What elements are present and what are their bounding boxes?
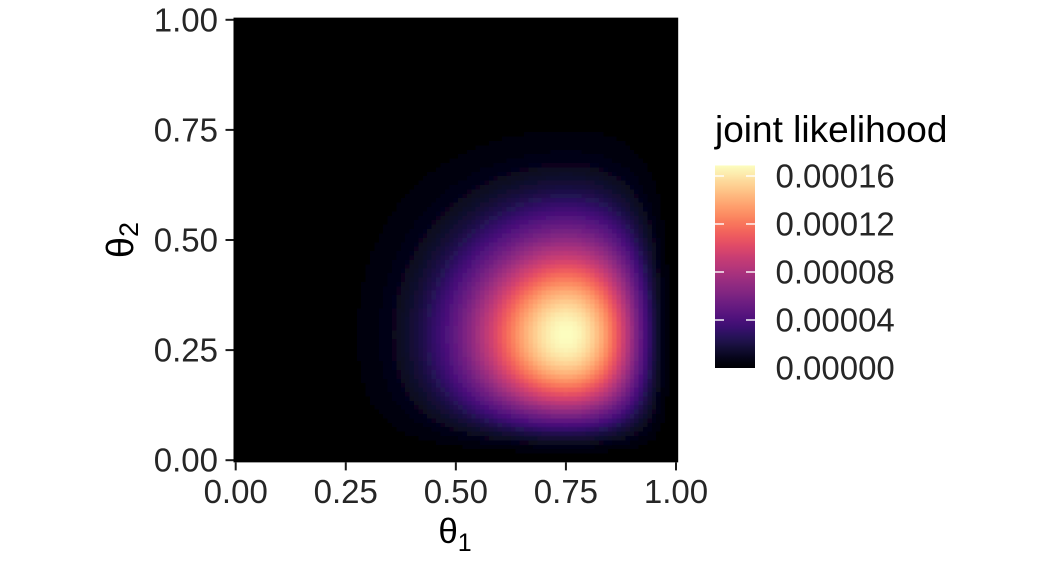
- svg-text:0.00000: 0.00000: [776, 350, 895, 387]
- svg-text:0.25: 0.25: [314, 473, 378, 510]
- svg-text:0.00016: 0.00016: [776, 158, 895, 195]
- svg-text:0.50: 0.50: [424, 473, 488, 510]
- svg-text:joint likelihood: joint likelihood: [714, 109, 947, 150]
- svg-text:0.50: 0.50: [154, 222, 218, 259]
- svg-text:0.75: 0.75: [154, 111, 218, 148]
- svg-text:1.00: 1.00: [154, 1, 218, 38]
- svg-text:0.00004: 0.00004: [776, 302, 895, 339]
- svg-text:0.00: 0.00: [154, 442, 218, 479]
- svg-text:0.25: 0.25: [154, 332, 218, 369]
- svg-text:θ1: θ1: [438, 512, 471, 557]
- svg-text:0.75: 0.75: [534, 473, 598, 510]
- svg-text:0.00: 0.00: [204, 473, 268, 510]
- svg-text:0.00012: 0.00012: [776, 206, 895, 243]
- svg-text:θ2: θ2: [100, 222, 144, 258]
- svg-text:1.00: 1.00: [644, 473, 708, 510]
- svg-text:0.00008: 0.00008: [776, 254, 895, 291]
